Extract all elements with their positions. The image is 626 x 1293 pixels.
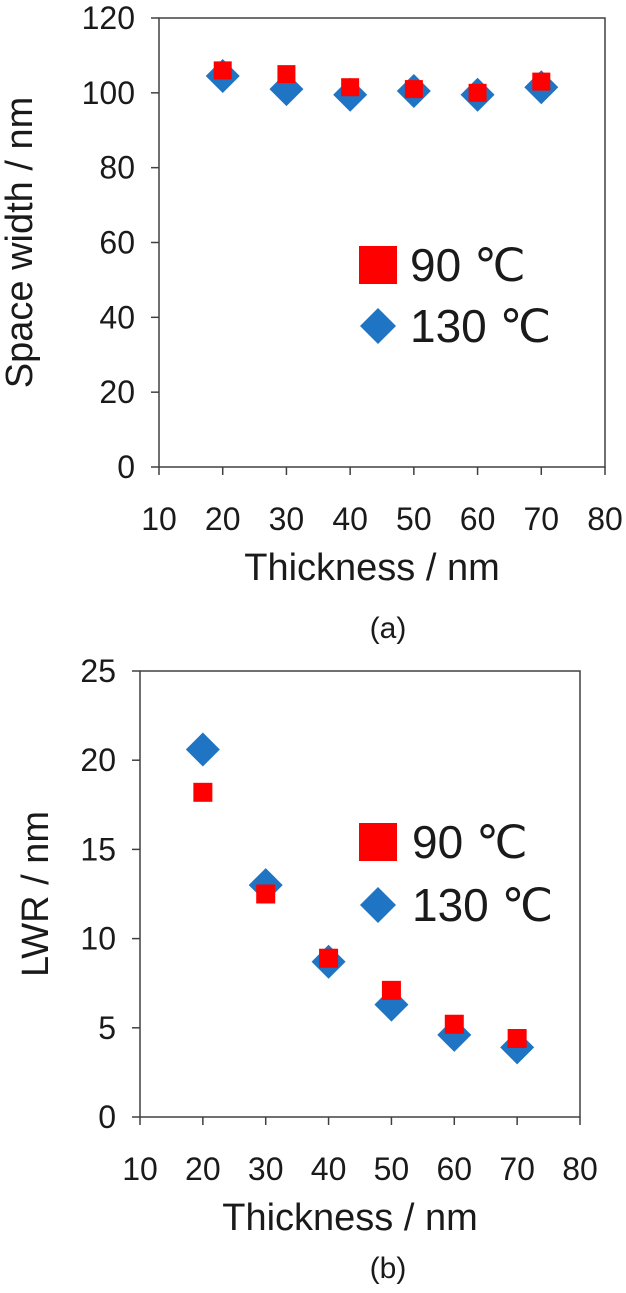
- x-tick-label: 60: [436, 1151, 472, 1187]
- y-tick-label: 0: [117, 449, 135, 485]
- square-point: [532, 72, 551, 91]
- y-tick-label: 80: [99, 150, 135, 186]
- legend-label: 90 ℃: [410, 239, 526, 291]
- plot-frame: [139, 670, 581, 1118]
- x-tick-label: 10: [122, 1151, 158, 1187]
- x-tick-label: 30: [248, 1151, 284, 1187]
- y-tick-label: 0: [98, 1099, 116, 1135]
- panel-label: (b): [370, 1252, 407, 1285]
- series-diamond: [205, 58, 559, 112]
- x-tick-label: 10: [141, 501, 177, 537]
- series-square: [213, 61, 551, 102]
- x-tick-label: 50: [374, 1151, 410, 1187]
- square-point: [341, 78, 360, 97]
- y-tick-label: 20: [99, 374, 135, 410]
- x-tick-label: 70: [499, 1151, 535, 1187]
- y-tick-label: 15: [80, 831, 116, 867]
- square-point: [193, 782, 213, 802]
- y-tick-label: 10: [80, 921, 116, 957]
- y-tick-label: 20: [80, 742, 116, 778]
- square-point: [404, 80, 423, 99]
- legend-diamond-marker: [360, 308, 396, 344]
- chart-panel-a: 0 20 40 60 80 100 120 10 20 30 40 50 60 70 80 Thickness…: [0, 0, 623, 645]
- x-tick-label: 30: [269, 501, 305, 537]
- diamond-point: [185, 732, 220, 767]
- legend-square-marker: [359, 823, 397, 861]
- x-axis-label: Thickness / nm: [244, 547, 500, 589]
- legend-diamond-marker: [360, 887, 396, 923]
- square-point: [444, 1014, 464, 1034]
- x-tick-label: 70: [523, 501, 559, 537]
- legend: 90 ℃ 130 ℃: [359, 239, 551, 352]
- x-tick-label: 40: [332, 501, 368, 537]
- legend: 90 ℃ 130 ℃: [359, 816, 553, 931]
- y-axis-label: LWR / nm: [15, 811, 57, 977]
- legend-label: 90 ℃: [412, 816, 528, 868]
- square-point: [277, 65, 296, 84]
- x-tick-label: 80: [562, 1151, 598, 1187]
- legend-label: 130 ℃: [412, 879, 553, 931]
- x-tick-label: 20: [185, 1151, 221, 1187]
- chart-panel-b: 0 5 10 15 20 25 10 20 30 40 50 60 70 80 Thickness / nm…: [15, 653, 598, 1285]
- x-tick-label: 50: [396, 501, 432, 537]
- square-point: [381, 980, 401, 1000]
- x-tick-label: 20: [205, 501, 241, 537]
- y-tick-label: 60: [99, 225, 135, 261]
- legend-label: 130 ℃: [410, 300, 551, 352]
- square-point: [319, 948, 339, 968]
- x-tick-label: 60: [460, 501, 496, 537]
- square-point: [468, 83, 487, 102]
- y-tick-label: 120: [82, 0, 135, 36]
- y-tick-label: 40: [99, 299, 135, 335]
- y-axis-label: Space width / nm: [0, 97, 41, 388]
- x-axis-label: Thickness / nm: [222, 1197, 478, 1239]
- panel-label: (a): [370, 612, 407, 645]
- y-tick-label: 5: [98, 1010, 116, 1046]
- square-point: [256, 884, 276, 904]
- y-tick-label: 25: [80, 653, 116, 689]
- x-tick-label: 40: [311, 1151, 347, 1187]
- x-tick-label: 80: [587, 501, 623, 537]
- y-tick-label: 100: [82, 75, 135, 111]
- series-square: [193, 782, 527, 1049]
- square-point: [213, 61, 232, 80]
- square-point: [507, 1029, 527, 1049]
- legend-square-marker: [359, 246, 397, 284]
